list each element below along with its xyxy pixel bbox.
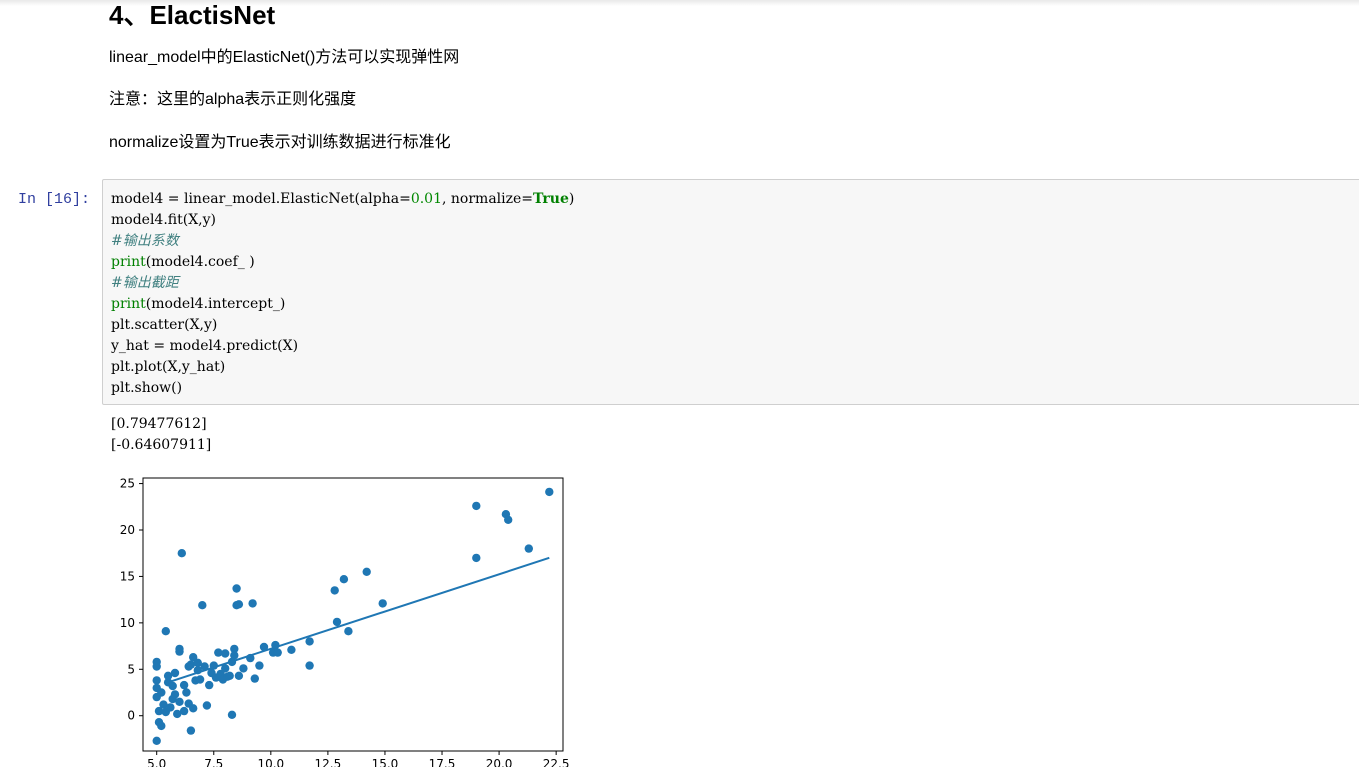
scatter-point bbox=[189, 704, 198, 713]
x-tick-label: 15.0 bbox=[372, 757, 399, 767]
scatter-point bbox=[234, 600, 244, 609]
y-tick-label: 5 bbox=[127, 662, 135, 676]
scatter-point bbox=[255, 661, 264, 670]
code-line-6: print(model4.intercept_) bbox=[111, 296, 286, 312]
markdown-paragraph-2: 注意：这里的alpha表示正则化强度 bbox=[109, 91, 357, 108]
scatter-point bbox=[332, 617, 342, 627]
scatter-point bbox=[177, 549, 186, 558]
code-line-7: plt.scatter(X,y) bbox=[111, 317, 218, 333]
x-tick-label: 17.5 bbox=[429, 757, 456, 767]
scatter-point bbox=[287, 645, 296, 654]
y-tick-label: 10 bbox=[120, 616, 135, 630]
x-tick-label: 20.0 bbox=[486, 757, 513, 767]
scatter-point bbox=[200, 662, 209, 671]
scatter-point bbox=[157, 688, 166, 697]
code-line-4: print(model4.coef_ ) bbox=[111, 254, 255, 270]
code-line-10: plt.show() bbox=[111, 380, 183, 396]
scatter-point bbox=[472, 501, 481, 511]
x-tick-label: 22.5 bbox=[543, 757, 570, 767]
code-line-9: plt.plot(X,y_hat) bbox=[111, 359, 226, 375]
scatter-point bbox=[339, 575, 349, 584]
scatter-point bbox=[305, 637, 314, 646]
scatter-point bbox=[195, 675, 205, 684]
scatter-point bbox=[152, 736, 161, 745]
scatter-point bbox=[504, 515, 513, 524]
markdown-paragraph-3: normalize设置为True表示对训练数据进行标准化 bbox=[109, 134, 451, 151]
scatter-point bbox=[545, 487, 554, 497]
scatter-point bbox=[202, 701, 212, 710]
scatter-point bbox=[159, 700, 168, 709]
code-line-1: model4 = linear_model.ElasticNet(alpha=0… bbox=[111, 191, 575, 207]
code-comment-intercept: #输出截距 bbox=[111, 275, 179, 291]
x-tick-label: 12.5 bbox=[315, 757, 342, 767]
scatter-point bbox=[179, 706, 189, 716]
scatter-point bbox=[259, 642, 269, 652]
scatter-point bbox=[186, 660, 196, 669]
y-tick-label: 15 bbox=[120, 569, 135, 583]
scatter-point bbox=[186, 726, 196, 735]
scatter-point bbox=[230, 644, 239, 654]
scatter-point bbox=[152, 657, 161, 667]
scatter-point bbox=[152, 676, 161, 685]
scatter-point bbox=[344, 627, 353, 636]
scatter-point bbox=[378, 599, 387, 608]
scatter-point bbox=[273, 648, 282, 657]
scatter-point bbox=[157, 721, 166, 731]
scatter-point bbox=[163, 671, 173, 680]
output-intercept: [-0.64607911] bbox=[111, 437, 212, 453]
scatter-point bbox=[225, 671, 234, 680]
scatter-point bbox=[234, 671, 244, 680]
scatter-point bbox=[154, 706, 164, 716]
scatter-point bbox=[250, 674, 259, 683]
scatter-point bbox=[193, 658, 202, 667]
scatter-point bbox=[239, 664, 248, 673]
output-coef: [0.79477612] bbox=[111, 416, 207, 432]
scatter-point bbox=[248, 599, 257, 608]
section-heading: 4、ElactisNet bbox=[109, 0, 276, 30]
x-tick-label: 7.5 bbox=[204, 757, 223, 767]
y-tick-label: 0 bbox=[127, 709, 135, 723]
scatter-point bbox=[221, 664, 230, 673]
scatter-point bbox=[232, 584, 241, 593]
scatter-point bbox=[305, 661, 314, 670]
cell-output-text: [0.79477612] [-0.64607911] bbox=[111, 414, 211, 456]
y-tick-label: 25 bbox=[120, 477, 135, 491]
code-comment-coef: #输出系数 bbox=[111, 233, 179, 249]
scatter-point bbox=[168, 681, 177, 691]
scatter-point bbox=[182, 688, 191, 697]
scatter-point bbox=[173, 709, 182, 719]
input-prompt: In [16]: bbox=[18, 191, 91, 208]
scatter-point bbox=[161, 627, 170, 636]
scatter-point bbox=[330, 586, 339, 595]
scatter-point bbox=[205, 680, 214, 690]
plot-axes-frame bbox=[142, 477, 564, 752]
scatter-point bbox=[179, 680, 189, 690]
scatter-point bbox=[175, 697, 184, 706]
markdown-paragraph-1: linear_model中的ElasticNet()方法可以实现弹性网 bbox=[109, 49, 460, 66]
x-tick-label: 10.0 bbox=[257, 757, 284, 767]
scatter-point bbox=[362, 567, 371, 576]
scatter-point bbox=[170, 690, 180, 699]
regression-line bbox=[167, 556, 550, 684]
scatter-point bbox=[230, 651, 239, 660]
scatter-point bbox=[175, 644, 184, 654]
scatter-point bbox=[227, 710, 237, 719]
scatter-point bbox=[214, 648, 223, 657]
y-tick-label: 20 bbox=[120, 523, 135, 537]
scatter-point bbox=[166, 703, 175, 712]
code-line-2: model4.fit(X,y) bbox=[111, 212, 216, 228]
scatter-point bbox=[472, 553, 481, 563]
scatter-point bbox=[189, 653, 198, 662]
x-tick-label: 5.0 bbox=[147, 757, 166, 767]
code-text[interactable]: model4 = linear_model.ElasticNet(alpha=0… bbox=[111, 189, 574, 399]
scatter-point bbox=[524, 544, 533, 553]
scatter-point bbox=[170, 668, 180, 678]
code-cell-editor[interactable]: model4 = linear_model.ElasticNet(alpha=0… bbox=[102, 179, 1359, 405]
scatter-plot: 0 5 10 15 20 25 5.0 7.5 10.0 12.5 15.0 17.5 20.0 22.5 bbox=[120, 477, 570, 767]
code-line-8: y_hat = model4.predict(X) bbox=[111, 338, 299, 354]
scatter-point bbox=[198, 601, 207, 610]
notebook-header-shadow bbox=[0, 0, 1359, 6]
scatter-point bbox=[221, 649, 230, 658]
